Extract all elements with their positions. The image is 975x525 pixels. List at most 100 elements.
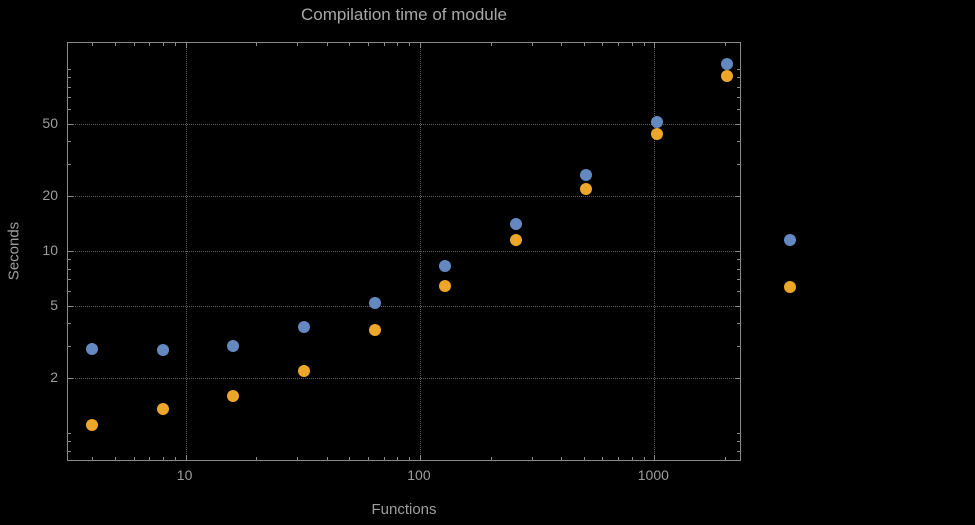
x-tick-mark bbox=[174, 457, 176, 460]
x-tick-mark bbox=[133, 457, 135, 460]
y-tick-label: 20 bbox=[42, 187, 58, 204]
data-point-series-1 bbox=[650, 116, 663, 129]
y-gridline bbox=[68, 305, 740, 307]
x-tick-label: 10 bbox=[176, 467, 193, 483]
x-tick-mark bbox=[583, 457, 585, 460]
y-tick-mark bbox=[735, 305, 740, 307]
x-tick-mark bbox=[92, 457, 94, 460]
y-tick-mark bbox=[737, 86, 740, 88]
x-tick-mark bbox=[643, 457, 645, 460]
x-tick-mark bbox=[602, 43, 604, 46]
data-point-series-2 bbox=[156, 403, 169, 416]
y-tick-mark bbox=[737, 97, 740, 99]
x-tick-mark bbox=[383, 43, 385, 46]
data-point-series-1 bbox=[721, 57, 734, 70]
chart-title: Compilation time of module bbox=[301, 5, 507, 24]
y-tick-mark bbox=[737, 323, 740, 325]
y-gridline bbox=[68, 123, 740, 125]
y-gridline bbox=[68, 250, 740, 252]
y-tick-mark bbox=[68, 259, 71, 261]
y-gridline bbox=[68, 196, 740, 198]
y-tick-mark bbox=[68, 196, 73, 198]
data-point-series-1 bbox=[368, 296, 381, 309]
x-tick-mark bbox=[409, 457, 411, 460]
y-tick-mark bbox=[737, 259, 740, 261]
y-tick-mark bbox=[735, 378, 740, 380]
x-tick-mark bbox=[326, 43, 328, 46]
y-tick-mark bbox=[737, 77, 740, 79]
y-tick-mark bbox=[737, 441, 740, 443]
data-point-series-2 bbox=[297, 364, 310, 377]
x-tick-mark bbox=[724, 43, 726, 46]
data-point-series-1 bbox=[297, 321, 310, 334]
x-tick-label: 1000 bbox=[637, 467, 669, 483]
x-tick-mark bbox=[490, 457, 492, 460]
y-tick-label: 50 bbox=[42, 114, 58, 131]
y-tick-mark bbox=[68, 86, 71, 88]
x-tick-mark bbox=[349, 457, 351, 460]
x-tick-mark bbox=[133, 43, 135, 46]
x-tick-mark bbox=[561, 43, 563, 46]
y-tick-mark bbox=[68, 141, 71, 143]
data-point-series-2 bbox=[227, 389, 240, 402]
x-tick-label: 100 bbox=[407, 467, 431, 483]
y-tick-mark bbox=[737, 109, 740, 111]
x-tick-mark bbox=[409, 43, 411, 46]
x-tick-mark bbox=[419, 455, 421, 460]
y-tick-mark bbox=[68, 450, 71, 452]
y-tick-mark bbox=[68, 109, 71, 111]
data-point-series-2 bbox=[439, 280, 452, 293]
x-tick-mark bbox=[724, 457, 726, 460]
data-point-series-1 bbox=[227, 340, 240, 353]
data-point-series-2 bbox=[650, 127, 663, 140]
y-tick-mark bbox=[737, 432, 740, 434]
y-tick-mark bbox=[68, 291, 71, 293]
y-tick-mark bbox=[68, 268, 71, 270]
x-tick-mark bbox=[531, 43, 533, 46]
y-tick-mark bbox=[737, 268, 740, 270]
x-tick-mark bbox=[383, 457, 385, 460]
y-tick-mark bbox=[737, 69, 740, 71]
x-tick-mark bbox=[583, 43, 585, 46]
x-tick-mark bbox=[92, 43, 94, 46]
y-tick-label: 10 bbox=[42, 241, 58, 258]
y-tick-mark bbox=[68, 378, 73, 380]
y-tick-mark bbox=[735, 123, 740, 125]
y-tick-mark bbox=[737, 291, 740, 293]
x-tick-mark bbox=[149, 457, 151, 460]
x-tick-mark bbox=[397, 43, 399, 46]
data-point-series-1 bbox=[509, 218, 522, 231]
y-tick-mark bbox=[68, 346, 71, 348]
y-tick-mark bbox=[737, 279, 740, 281]
x-tick-mark bbox=[256, 457, 258, 460]
y-tick-mark bbox=[68, 69, 71, 71]
x-tick-mark bbox=[326, 457, 328, 460]
legend-marker-1 bbox=[784, 234, 796, 246]
y-tick-mark bbox=[737, 450, 740, 452]
x-tick-mark bbox=[297, 43, 299, 46]
y-tick-mark bbox=[68, 97, 71, 99]
x-tick-mark bbox=[654, 455, 656, 460]
data-point-series-1 bbox=[86, 342, 99, 355]
data-point-series-2 bbox=[368, 323, 381, 336]
x-tick-mark bbox=[174, 43, 176, 46]
y-tick-mark bbox=[68, 432, 71, 434]
x-tick-mark bbox=[367, 43, 369, 46]
y-tick-label: 5 bbox=[50, 296, 58, 313]
x-tick-mark bbox=[643, 43, 645, 46]
x-tick-mark bbox=[162, 457, 164, 460]
x-tick-mark bbox=[162, 43, 164, 46]
x-tick-mark bbox=[185, 43, 187, 48]
x-tick-mark bbox=[631, 43, 633, 46]
x-tick-mark bbox=[618, 43, 620, 46]
x-tick-mark bbox=[256, 43, 258, 46]
y-tick-mark bbox=[68, 250, 73, 252]
x-tick-mark bbox=[654, 43, 656, 48]
x-tick-mark bbox=[367, 457, 369, 460]
y-tick-label: 2 bbox=[50, 369, 58, 386]
x-tick-mark bbox=[115, 457, 117, 460]
x-tick-mark bbox=[602, 457, 604, 460]
x-tick-mark bbox=[397, 457, 399, 460]
x-tick-mark bbox=[561, 457, 563, 460]
